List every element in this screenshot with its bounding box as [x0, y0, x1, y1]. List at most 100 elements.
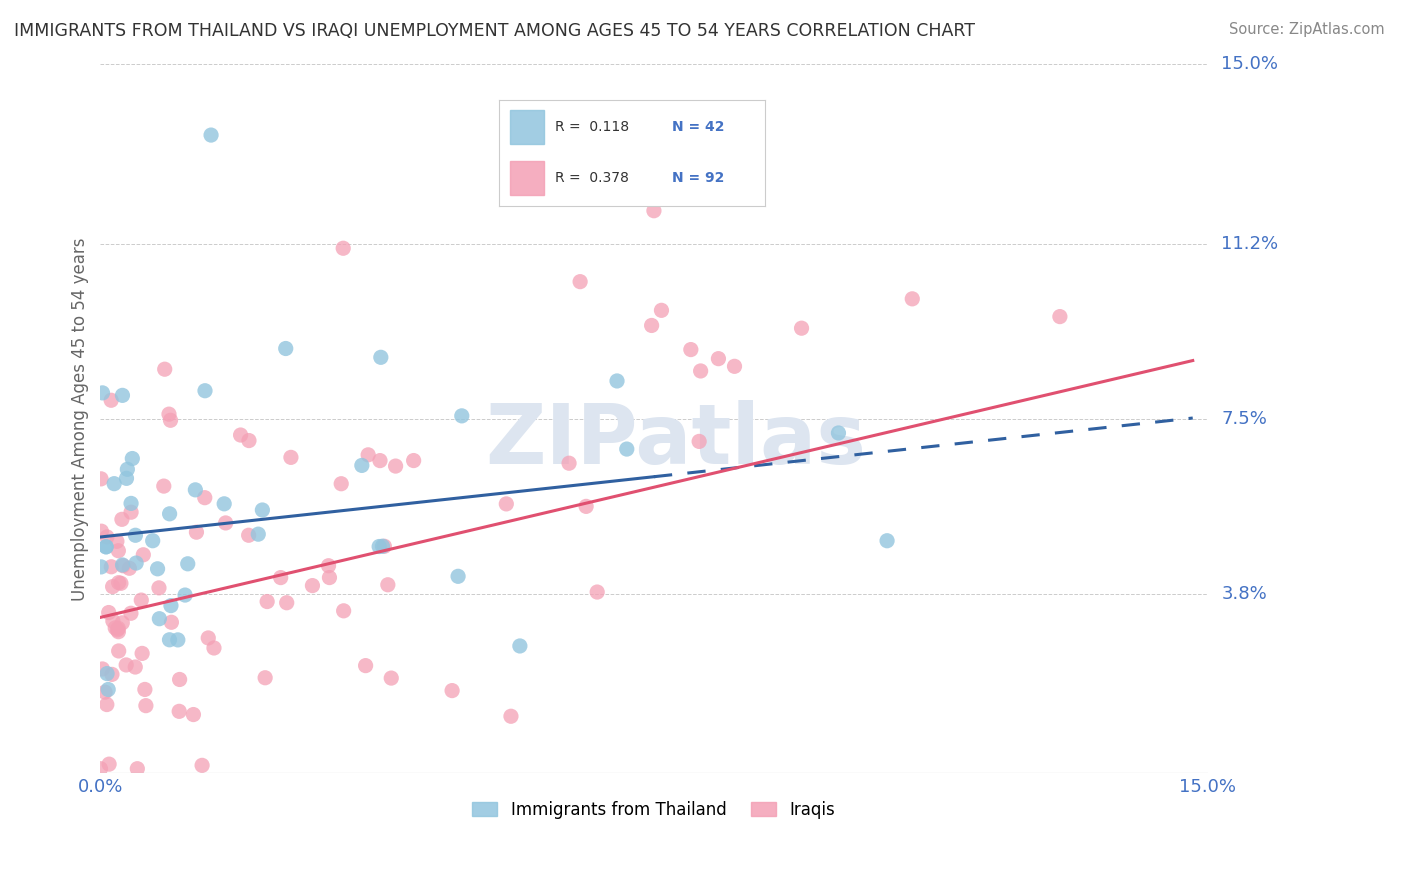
Point: [202, 640, 225, 655]
Point: [101, 614, 124, 628]
Point: [707, 351, 730, 366]
Point: [586, 585, 609, 599]
Point: [121, 451, 143, 466]
Point: [194, 384, 217, 398]
Point: [499, 709, 522, 723]
Point: [100, 559, 122, 574]
Point: [301, 578, 323, 592]
Point: [110, 576, 132, 591]
Point: [212, 497, 235, 511]
Point: [901, 292, 924, 306]
Point: [373, 539, 395, 553]
Point: [135, 698, 157, 713]
Point: [91, 662, 114, 676]
Point: [107, 624, 129, 639]
Point: [357, 448, 380, 462]
Point: [148, 612, 170, 626]
Point: [1049, 310, 1071, 324]
Point: [101, 580, 124, 594]
Point: [111, 512, 134, 526]
Point: [153, 362, 176, 376]
Point: [184, 483, 207, 497]
Point: [790, 321, 813, 335]
Point: [152, 479, 174, 493]
Point: [174, 588, 197, 602]
Point: [120, 505, 142, 519]
Point: [101, 667, 124, 681]
Point: [127, 762, 149, 776]
Point: [252, 503, 274, 517]
Point: [569, 275, 592, 289]
Point: [827, 425, 849, 440]
Point: [509, 639, 531, 653]
Point: [377, 578, 399, 592]
Point: [247, 527, 270, 541]
Point: [274, 342, 297, 356]
Text: 3.8%: 3.8%: [1222, 585, 1267, 603]
Point: [146, 562, 169, 576]
Point: [558, 456, 581, 470]
Point: [159, 413, 181, 427]
Point: [94, 540, 117, 554]
Point: [689, 364, 711, 378]
Point: [157, 407, 180, 421]
Point: [276, 596, 298, 610]
Point: [191, 758, 214, 772]
Point: [606, 374, 628, 388]
Point: [368, 453, 391, 467]
Point: [350, 458, 373, 473]
Point: [169, 673, 191, 687]
Point: [96, 530, 118, 544]
Point: [129, 593, 152, 607]
Point: [332, 241, 354, 255]
Point: [166, 632, 188, 647]
Point: [131, 647, 153, 661]
Point: [94, 685, 117, 699]
Text: 7.5%: 7.5%: [1222, 409, 1267, 428]
Text: Source: ZipAtlas.com: Source: ZipAtlas.com: [1229, 22, 1385, 37]
Point: [280, 450, 302, 465]
Point: [89, 762, 111, 776]
Point: [330, 476, 353, 491]
Point: [643, 203, 665, 218]
Point: [450, 409, 472, 423]
Point: [368, 540, 391, 554]
Point: [371, 539, 394, 553]
Point: [238, 528, 260, 542]
Point: [107, 621, 129, 635]
Point: [96, 666, 118, 681]
Point: [200, 128, 222, 142]
Point: [270, 571, 292, 585]
Text: IMMIGRANTS FROM THAILAND VS IRAQI UNEMPLOYMENT AMONG AGES 45 TO 54 YEARS CORRELA: IMMIGRANTS FROM THAILAND VS IRAQI UNEMPL…: [14, 22, 974, 40]
Point: [120, 496, 142, 510]
Point: [238, 434, 260, 448]
Point: [120, 607, 142, 621]
Point: [186, 525, 208, 540]
Point: [97, 682, 120, 697]
Point: [111, 615, 134, 630]
Point: [117, 462, 139, 476]
Point: [125, 556, 148, 570]
Point: [688, 434, 710, 449]
Point: [124, 528, 146, 542]
Legend: Immigrants from Thailand, Iraqis: Immigrants from Thailand, Iraqis: [465, 794, 842, 825]
Point: [112, 558, 135, 573]
Point: [107, 644, 129, 658]
Point: [111, 388, 134, 402]
Point: [98, 757, 121, 772]
Point: [90, 524, 112, 539]
Text: ZIPatlas: ZIPatlas: [485, 400, 866, 481]
Point: [640, 318, 662, 333]
Point: [90, 472, 112, 486]
Point: [115, 471, 138, 485]
Point: [159, 632, 181, 647]
Point: [134, 682, 156, 697]
Point: [177, 557, 200, 571]
Point: [167, 704, 190, 718]
Point: [723, 359, 745, 374]
Point: [160, 615, 183, 630]
Point: [105, 534, 128, 549]
Point: [256, 594, 278, 608]
Point: [876, 533, 898, 548]
Point: [111, 558, 134, 572]
